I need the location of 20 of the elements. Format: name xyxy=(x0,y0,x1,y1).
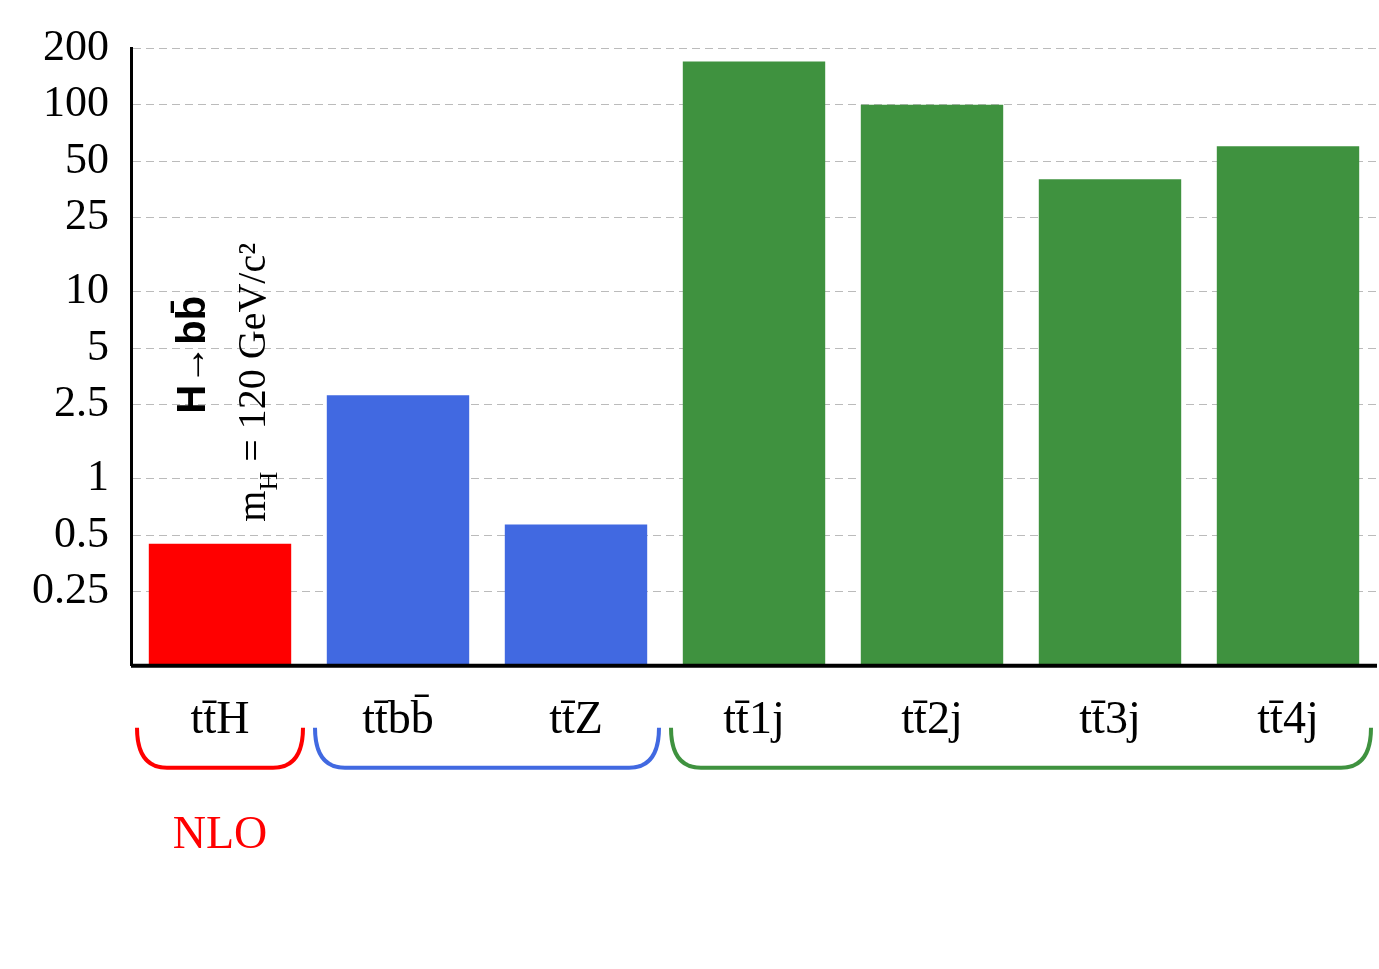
x-tick-label: tt̄3j xyxy=(1079,692,1141,744)
x-tick-label: tt̄H xyxy=(190,692,250,744)
x-tick-label: tt̄4j xyxy=(1257,692,1319,744)
text: NLO xyxy=(172,806,268,858)
x-tick-label: tt̄1j xyxy=(723,692,785,744)
y-tick-label: 2.5 xyxy=(54,376,109,426)
y-tick-label: 200 xyxy=(43,20,109,70)
y-tick-label: 10 xyxy=(65,264,109,314)
annotation: mH = 120 GeV/c² xyxy=(229,242,283,522)
y-tick-label: 50 xyxy=(65,133,109,183)
y-tick-label: 100 xyxy=(43,77,109,127)
x-tick-label: tt̄bb̄ xyxy=(362,692,434,744)
annotation: H→bb̄ xyxy=(169,295,213,414)
y-tick-label: 1 xyxy=(87,451,109,501)
x-tick-label: tt̄Z xyxy=(549,692,603,744)
x-tick-label: tt̄2j xyxy=(901,692,963,744)
y-tick-label: 5 xyxy=(87,320,109,370)
y-tick-label: 0.5 xyxy=(54,507,109,557)
y-tick-label: 25 xyxy=(65,189,109,239)
y-tick-label: 0.25 xyxy=(32,563,109,613)
